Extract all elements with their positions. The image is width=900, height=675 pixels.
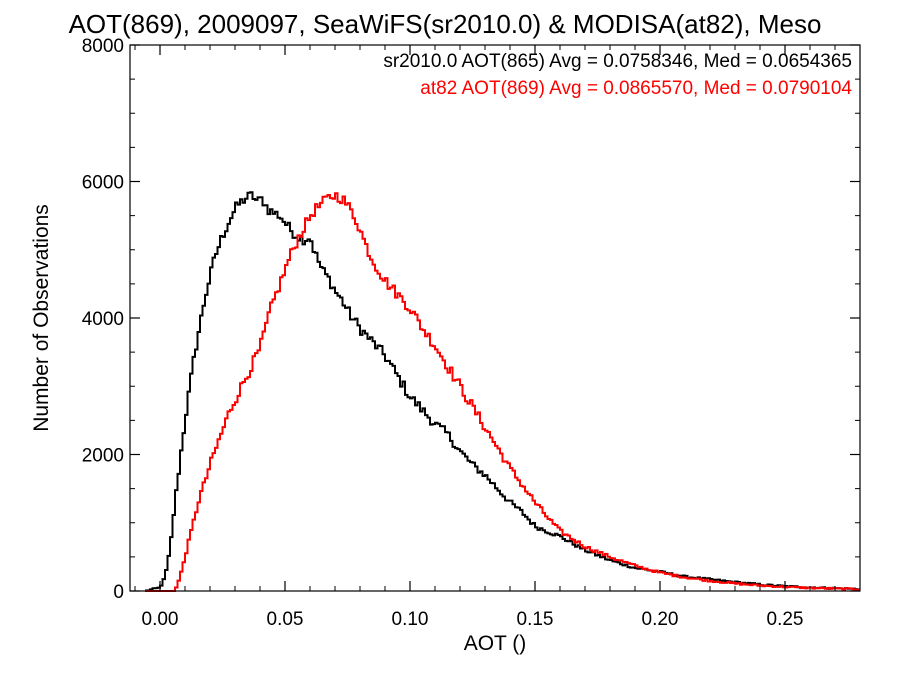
x-tick-label: 0.00	[142, 609, 179, 630]
y-tick-label: 8000	[82, 36, 124, 57]
y-tick-label: 0	[113, 582, 124, 603]
y-tick-label: 6000	[82, 173, 124, 194]
plot-area	[145, 191, 860, 592]
legend: sr2010.0 AOT(865) Avg = 0.0758346, Med =…	[383, 51, 852, 99]
x-tick-label: 0.25	[767, 609, 804, 630]
y-tick-label: 2000	[82, 446, 124, 467]
x-axis-label: AOT ()	[464, 632, 527, 655]
x-tick-label: 0.15	[517, 609, 554, 630]
legend-entry-2: at82 AOT(869) Avg = 0.0865570, Med = 0.0…	[420, 78, 852, 99]
x-tick-label: 0.20	[642, 609, 679, 630]
y-axis-label: Number of Observations	[30, 204, 53, 432]
legend-entry-1: sr2010.0 AOT(865) Avg = 0.0758346, Med =…	[383, 51, 852, 72]
plot-frame	[129, 44, 861, 592]
x-tick-label: 0.10	[392, 609, 429, 630]
y-tick-label: 4000	[82, 309, 124, 330]
axes: 0.00 0.05 0.10 0.15 0.20 0.25 0 2000 4000 6000 800…	[82, 36, 860, 630]
chart-title: AOT(869), 2009097, SeaWiFS(sr2010.0) & M…	[69, 9, 822, 39]
histogram-series-2	[145, 192, 860, 592]
x-tick-label: 0.05	[267, 609, 304, 630]
histogram-series-1	[145, 191, 860, 592]
